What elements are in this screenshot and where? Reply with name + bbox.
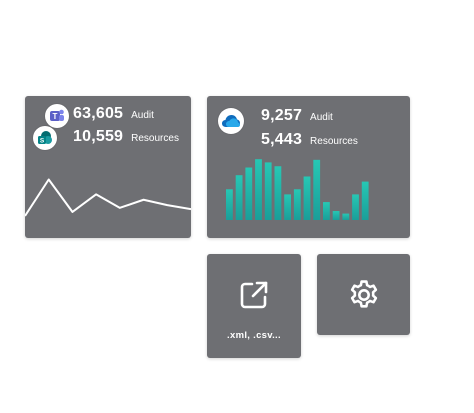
- bar-7: [284, 194, 291, 220]
- bar-14: [352, 194, 359, 220]
- activity-bar-chart: [226, 159, 369, 220]
- bar-3: [245, 167, 253, 220]
- bar-6: [274, 166, 282, 220]
- export-button[interactable]: .xml, .csv...: [207, 254, 301, 358]
- resources-label: Resources: [131, 133, 179, 144]
- external-link-icon: [239, 280, 269, 315]
- bar-9: [303, 176, 311, 220]
- bar-12: [332, 211, 340, 220]
- audit-count: 9,257: [261, 107, 303, 124]
- resources-count: 10,559: [73, 128, 124, 145]
- bar-1: [226, 189, 233, 220]
- bar-13: [342, 213, 350, 220]
- settings-button[interactable]: [317, 254, 410, 335]
- audit-stat: 63,605 Audit: [73, 105, 154, 123]
- bar-15: [361, 181, 369, 220]
- audit-stat: 9,257 Audit: [261, 107, 333, 125]
- resources-label: Resources: [310, 136, 358, 147]
- audit-count: 63,605: [73, 105, 124, 122]
- onedrive-stats-card[interactable]: 9,257 Audit 5,443 Resources: [207, 96, 410, 238]
- audit-label: Audit: [131, 110, 154, 121]
- bar-10: [313, 159, 321, 220]
- sharepoint-icon: S: [33, 126, 57, 150]
- export-formats-label: .xml, .csv...: [227, 330, 281, 341]
- resources-count: 5,443: [261, 131, 303, 148]
- sparkline-series: [25, 178, 191, 217]
- svg-text:S: S: [40, 138, 45, 145]
- bar-4: [255, 159, 262, 220]
- bar-5: [264, 162, 272, 220]
- teams-icon: T: [45, 104, 69, 128]
- bar-8: [293, 189, 301, 220]
- bar-2: [235, 175, 243, 220]
- svg-text:T: T: [53, 112, 58, 121]
- teams-stats-card[interactable]: T S 63,605 Audit 10,559 Resources: [25, 96, 191, 238]
- resources-stat: 10,559 Resources: [73, 128, 179, 146]
- resources-stat: 5,443 Resources: [261, 131, 358, 149]
- onedrive-icon: [218, 108, 244, 134]
- activity-sparkline: [25, 178, 191, 217]
- audit-label: Audit: [310, 112, 333, 123]
- bar-11: [323, 202, 330, 220]
- gear-icon: [347, 278, 381, 317]
